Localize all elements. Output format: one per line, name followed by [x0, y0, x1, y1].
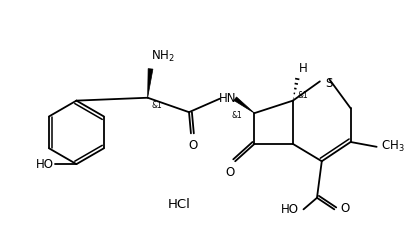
Text: S: S — [326, 77, 333, 90]
Polygon shape — [148, 69, 153, 98]
Text: O: O — [226, 166, 235, 179]
Text: HO: HO — [35, 158, 54, 171]
Text: HO: HO — [281, 203, 299, 216]
Text: &1: &1 — [232, 110, 242, 120]
Text: O: O — [340, 202, 349, 215]
Text: &1: &1 — [151, 101, 162, 110]
Text: NH$_2$: NH$_2$ — [151, 49, 175, 64]
Text: O: O — [188, 139, 197, 152]
Text: H: H — [299, 62, 308, 75]
Polygon shape — [234, 97, 255, 113]
Text: &1: &1 — [298, 91, 308, 100]
Text: HCl: HCl — [168, 198, 191, 211]
Text: HN: HN — [219, 92, 236, 105]
Text: CH$_3$: CH$_3$ — [381, 139, 405, 154]
